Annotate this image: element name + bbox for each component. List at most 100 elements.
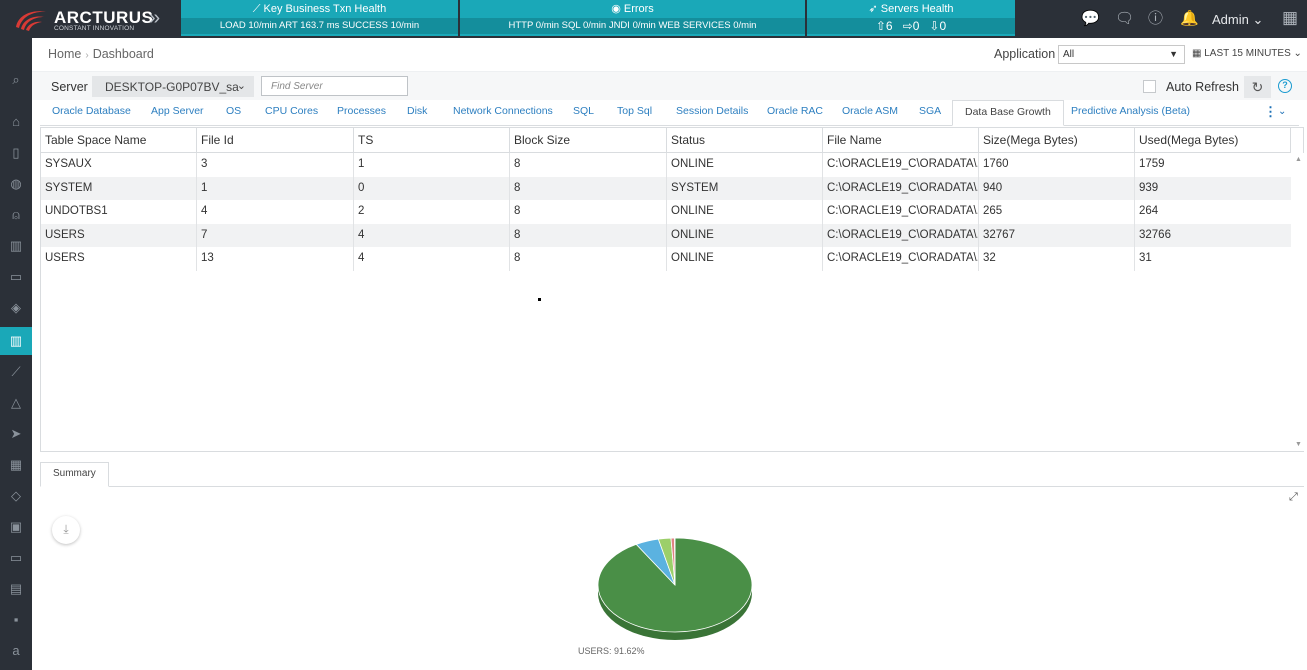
folder-icon[interactable]: ▭	[9, 269, 23, 284]
application-value: All	[1063, 49, 1075, 60]
line-chart-icon[interactable]: ⟋	[11, 364, 21, 379]
find-server-input[interactable]: Find Server	[261, 76, 408, 96]
alert-bell-icon[interactable]: △	[11, 395, 21, 410]
book-icon[interactable]: ▤	[9, 581, 23, 596]
table-cell: C:\ORACLE19_C\ORADATA\...	[823, 176, 979, 200]
user-menu[interactable]: Admin ⌄	[1212, 12, 1264, 27]
column-header[interactable]: Block Size	[510, 128, 667, 152]
user-name: Admin	[1212, 12, 1249, 27]
chevron-down-icon[interactable]: ⌄	[1278, 106, 1287, 117]
fullscreen-icon[interactable]: ⤢	[1289, 491, 1298, 503]
calendar-small-icon: ▦	[1192, 48, 1202, 59]
table-row[interactable]: USERS 7 4 8 ONLINE C:\ORACLE19_C\ORADATA…	[41, 223, 1291, 247]
table-row[interactable]: SYSAUX 3 1 8 ONLINE C:\ORACLE19_C\ORADAT…	[41, 153, 1291, 177]
layers-icon[interactable]: ◈	[11, 300, 21, 315]
calendar-icon[interactable]: ▦	[9, 457, 23, 472]
help-icon[interactable]: ⓘ	[1148, 10, 1164, 27]
summary-tabbar: Summary	[40, 462, 1304, 487]
application-label: Application	[994, 47, 1056, 61]
servers-health-panel[interactable]: ➶ Servers Health ⇧6 ⇨0 ⇩0	[807, 0, 1015, 36]
tab-processes[interactable]: Processes	[337, 105, 387, 117]
column-header[interactable]: File Id	[197, 128, 354, 152]
amazon-icon[interactable]: a	[12, 643, 20, 658]
metric-tabs: Oracle Database App Server OS CPU Cores …	[40, 100, 1299, 126]
auto-refresh-checkbox[interactable]	[1143, 80, 1156, 93]
help-button[interactable]: ?	[1278, 79, 1292, 93]
tab-oracle-database[interactable]: Oracle Database	[52, 105, 131, 117]
tab-cpu-cores[interactable]: CPU Cores	[265, 105, 319, 117]
tag-icon[interactable]: ◇	[11, 488, 21, 503]
briefcase-icon[interactable]: ▣	[9, 519, 23, 534]
brand-logo[interactable]: ARCTURUS CONSTANT INNOVATION	[12, 5, 153, 35]
more-tabs-icon[interactable]: ⋮	[1264, 104, 1277, 119]
trend-icon: ⟋	[252, 3, 261, 15]
chat-icon[interactable]: 💬	[1081, 10, 1100, 27]
breadcrumb-bar: Home › Dashboard Application All ▼ ▦ LAST …	[32, 38, 1307, 72]
tab-network-connections[interactable]: Network Connections	[453, 105, 553, 117]
server-label: Server	[51, 80, 88, 94]
expand-menu-icon[interactable]: »	[149, 7, 161, 29]
refresh-button[interactable]: ↻	[1244, 76, 1271, 98]
column-header[interactable]: Status	[667, 128, 823, 152]
dashboard-icon[interactable]: ▪	[13, 612, 19, 627]
table-cell: ONLINE	[667, 223, 823, 247]
document-icon[interactable]: ▯	[12, 145, 20, 160]
search-icon[interactable]: ⌕	[12, 72, 20, 87]
column-header[interactable]: Table Space Name	[41, 128, 197, 152]
auto-refresh-label: Auto Refresh	[1166, 80, 1239, 94]
errors-panel[interactable]: ◉ Errors HTTP 0/min SQL 0/min JNDI 0/min…	[460, 0, 805, 36]
tab-sga[interactable]: SGA	[919, 105, 942, 117]
map-icon[interactable]: ▥	[9, 238, 23, 253]
download-button[interactable]: ⤓	[52, 516, 80, 544]
tab-session-details[interactable]: Session Details	[676, 105, 749, 117]
folder-open-icon[interactable]: ▭	[9, 550, 23, 565]
table-row[interactable]: UNDOTBS1 4 2 8 ONLINE C:\ORACLE19_C\ORAD…	[41, 200, 1291, 224]
tab-disk[interactable]: Disk	[407, 105, 428, 117]
tab-sql[interactable]: SQL	[573, 105, 595, 117]
table-header: Table Space Name File Id TS Block Size S…	[41, 128, 1291, 153]
breadcrumb-home[interactable]: Home	[48, 47, 82, 61]
bar-chart-icon[interactable]: ▥	[0, 327, 38, 355]
caret-down-icon: ▼	[1169, 49, 1178, 59]
tab-app-server[interactable]: App Server	[151, 105, 204, 117]
arrow-up-circle-icon: ⇧	[875, 19, 886, 33]
column-header[interactable]: Used(Mega Bytes)	[1135, 128, 1291, 152]
server-select[interactable]: DESKTOP-G0P07BV_sa ⌄	[92, 76, 254, 97]
scroll-down-icon[interactable]: ▼	[1295, 441, 1302, 448]
globe-icon[interactable]: ◍	[10, 176, 22, 191]
table-cell: SYSTEM	[41, 176, 197, 200]
send-icon[interactable]: ➤	[10, 426, 22, 441]
column-header[interactable]: Size(Mega Bytes)	[979, 128, 1135, 152]
tab-data-base-growth[interactable]: Data Base Growth	[952, 100, 1064, 126]
top-bar: ARCTURUS CONSTANT INNOVATION » ⟋ Key Bus…	[0, 0, 1307, 38]
tab-top-sql[interactable]: Top Sql	[617, 105, 653, 117]
scroll-up-icon[interactable]: ▲	[1295, 156, 1302, 163]
tab-oracle-rac[interactable]: Oracle RAC	[767, 105, 824, 117]
business-health-panel[interactable]: ⟋ Key Business Txn Health LOAD 10/min AR…	[181, 0, 458, 36]
time-range-value: LAST 15 MINUTES	[1204, 48, 1291, 59]
table-row[interactable]: USERS 13 4 8 ONLINE C:\ORACLE19_C\ORADAT…	[41, 247, 1291, 271]
time-range-picker[interactable]: ▦ LAST 15 MINUTES ⌄	[1192, 48, 1302, 59]
application-select[interactable]: All ▼	[1058, 45, 1185, 64]
column-header[interactable]: TS	[354, 128, 510, 152]
bell-icon[interactable]: 🔔	[1180, 10, 1199, 27]
table-scrollbar[interactable]: ▲ ▼	[1292, 153, 1304, 451]
table-cell: 8	[510, 247, 667, 271]
tablespace-pie-chart[interactable]	[590, 530, 765, 655]
tab-predictive-analysis[interactable]: Predictive Analysis (Beta)	[1071, 105, 1191, 117]
apps-grid-icon[interactable]: ▦	[1282, 8, 1299, 27]
pie-label: USERS: 91.62%	[578, 646, 645, 656]
tab-os[interactable]: OS	[226, 105, 242, 117]
arrow-right-circle-icon: ⇨	[902, 19, 913, 33]
message-icon[interactable]: 🗨	[1115, 10, 1135, 27]
column-header[interactable]: File Name	[823, 128, 979, 152]
home-icon[interactable]: ⌂	[12, 114, 20, 129]
table-row[interactable]: SYSTEM 1 0 8 SYSTEM C:\ORACLE19_C\ORADAT…	[41, 176, 1291, 200]
user-icon[interactable]: ⍝	[12, 207, 20, 222]
tab-oracle-asm[interactable]: Oracle ASM	[842, 105, 899, 117]
table-cell: 1	[197, 176, 354, 200]
table-cell: USERS	[41, 247, 197, 271]
tablespace-table: Table Space Name File Id TS Block Size S…	[40, 127, 1304, 452]
table-cell: 4	[354, 247, 510, 271]
tab-summary[interactable]: Summary	[40, 462, 109, 487]
